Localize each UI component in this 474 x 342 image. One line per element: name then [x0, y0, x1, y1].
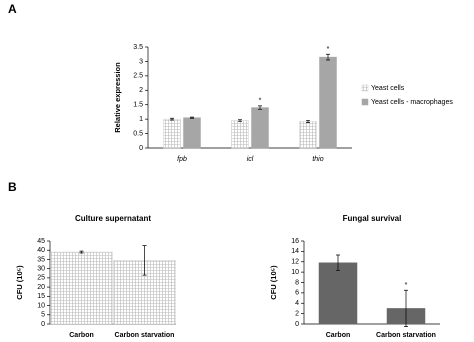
y-tick-label: 2 [139, 87, 143, 94]
y-tick-label: 3.5 [133, 44, 143, 51]
bar [319, 56, 337, 149]
x-tick-label: Carbon [326, 332, 351, 339]
chart-title: Culture supernatant [75, 214, 151, 223]
legend-swatch [361, 98, 369, 106]
x-tick-label: thio [312, 156, 323, 163]
significance-mark: * [259, 98, 262, 105]
y-tick-label: 5 [41, 312, 45, 319]
y-tick-label: 10 [291, 269, 299, 276]
error-bar [404, 289, 408, 327]
legend-label: Yeast cells [371, 85, 405, 92]
y-tick-label: 3 [139, 58, 143, 65]
significance-mark: * [405, 282, 408, 289]
error-bar [238, 119, 242, 122]
bar [251, 107, 269, 149]
y-tick-label: 8 [295, 279, 299, 286]
y-tick-label: 10 [37, 302, 45, 309]
x-tick-label: icl [247, 156, 254, 163]
significance-mark: * [327, 46, 330, 53]
panel-label: A [8, 2, 17, 16]
y-tick-label: 2 [295, 310, 299, 317]
y-tick-label: 6 [295, 290, 299, 297]
bar [163, 118, 181, 149]
x-tick-label: Carbon starvation [115, 332, 175, 339]
y-tick-label: 0 [139, 145, 143, 152]
y-tick-label: 0 [41, 321, 45, 328]
bar [183, 117, 201, 149]
y-tick-label: 16 [291, 238, 299, 245]
error-bar [336, 254, 340, 271]
y-tick-label: 40 [37, 247, 45, 254]
error-bar [306, 119, 310, 123]
panel-label: B [8, 180, 17, 194]
y-tick-label: 0.5 [133, 130, 143, 137]
error-bar [142, 245, 147, 276]
y-tick-label: 45 [37, 238, 45, 245]
legend-swatch [361, 84, 369, 92]
error-bar [170, 117, 174, 121]
y-tick-label: 15 [37, 293, 45, 300]
chart-title: Fungal survival [343, 214, 402, 223]
error-bar [79, 250, 84, 254]
y-axis-label: CFU (10⁵) [15, 265, 24, 300]
y-tick-label: 12 [291, 259, 299, 266]
y-tick-label: 2.5 [133, 73, 143, 80]
legend-label: Yeast cells - macrophages [371, 99, 453, 106]
y-axis-label: CFU (10⁵) [269, 265, 278, 300]
x-tick-label: Carbon [69, 332, 94, 339]
y-tick-label: 35 [37, 256, 45, 263]
bar [231, 120, 249, 149]
y-tick-label: 1 [139, 116, 143, 123]
error-bar [326, 53, 330, 61]
y-tick-label: 0 [295, 321, 299, 328]
bar [318, 262, 358, 325]
y-tick-label: 20 [37, 284, 45, 291]
error-bar [190, 116, 194, 119]
error-bar [258, 105, 262, 110]
y-tick-label: 14 [291, 248, 299, 255]
y-tick-label: 25 [37, 275, 45, 282]
x-tick-label: fpb [177, 156, 187, 163]
y-tick-label: 30 [37, 266, 45, 273]
y-tick-label: 4 [295, 300, 299, 307]
y-tick-label: 1.5 [133, 102, 143, 109]
y-axis-label: Relative expression [113, 62, 122, 133]
bar [299, 121, 317, 149]
x-tick-label: Carbon starvation [376, 332, 436, 339]
bar [50, 251, 113, 325]
